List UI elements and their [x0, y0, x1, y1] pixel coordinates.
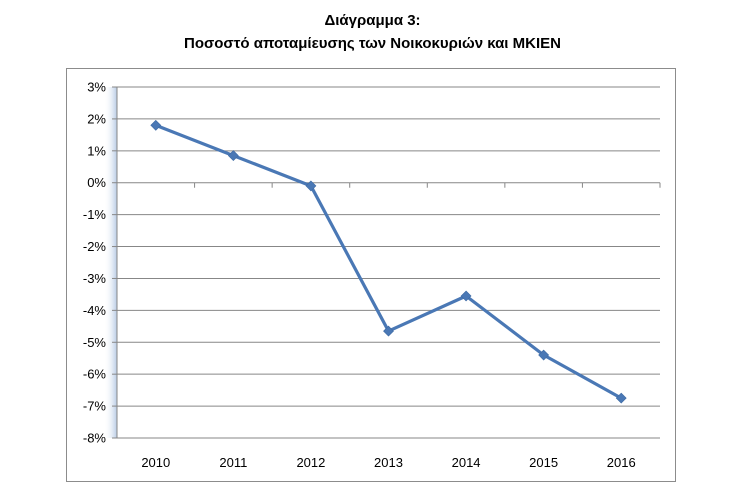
data-point: [460, 290, 472, 302]
chart-frame: [66, 68, 676, 482]
data-point: [615, 392, 627, 404]
axes: [112, 86, 661, 439]
data-point: [383, 325, 394, 337]
gridlines: [117, 86, 660, 439]
x-tick-label: 2015: [529, 455, 558, 470]
data-point: [538, 349, 550, 361]
y-tick-labels: 3% 2% 1% 0% -1% -2% -3% -4% -5% -6% -7% -8%: [83, 80, 107, 446]
x-tick-label: 2014: [452, 455, 481, 470]
y-tick-label: -7%: [83, 399, 107, 414]
y-axis-shade: [104, 87, 117, 438]
x-tick-label: 2011: [219, 455, 247, 470]
x-tick-label: 2012: [296, 455, 325, 470]
x-tick-label: 2013: [374, 455, 403, 470]
x-tick-label: 2016: [607, 455, 636, 470]
y-tick-label: 1%: [87, 143, 106, 158]
series-line: [155, 123, 622, 400]
y-tick-label: -3%: [83, 271, 107, 286]
x-tick-label: 2010: [141, 455, 170, 470]
chart-title: Διάγραμμα 3:: [324, 12, 421, 29]
data-point: [150, 119, 162, 131]
chart-subtitle: Ποσοστό αποταμίευσης των Νοικοκυριών και…: [184, 35, 561, 52]
data-point: [227, 150, 239, 162]
y-tick-label: -4%: [83, 303, 107, 318]
y-tick-label: 0%: [87, 175, 106, 190]
y-tick-label: -1%: [83, 207, 107, 222]
y-tick-label: -8%: [83, 431, 107, 446]
y-tick-label: -6%: [83, 367, 107, 382]
series-layer: [150, 119, 627, 404]
y-tick-label: -2%: [83, 239, 107, 254]
y-tick-label: 2%: [87, 111, 106, 126]
x-tick-labels: 2010 2011 2012 2013 2014 2015 2016: [141, 455, 635, 470]
y-tick-label: -5%: [83, 335, 107, 350]
y-tick-label: 3%: [87, 80, 106, 95]
data-point: [305, 180, 317, 192]
